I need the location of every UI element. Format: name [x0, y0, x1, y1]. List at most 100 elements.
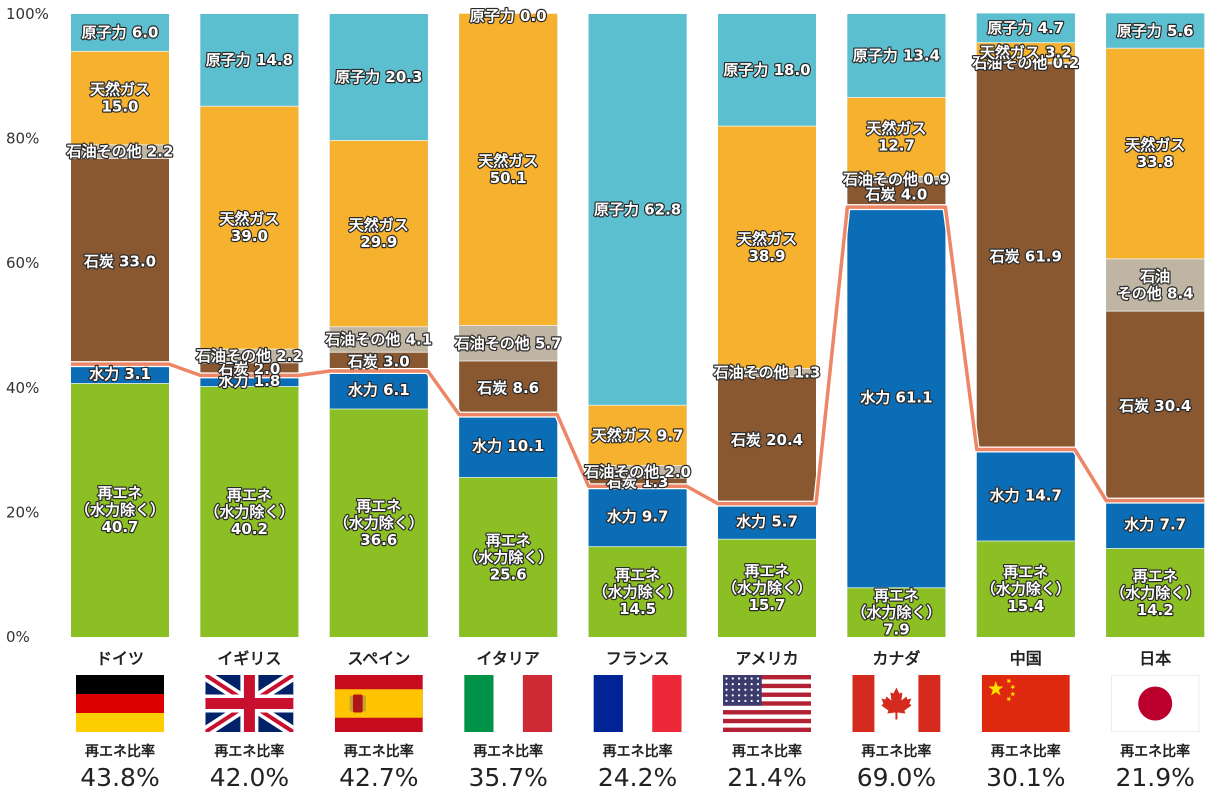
bar-segment-oil	[329, 326, 428, 353]
bar-segment-hydro	[71, 364, 169, 384]
data-label-gas: 天然ガス 50.1	[478, 152, 538, 187]
bars	[71, 12, 1205, 637]
ratio-value: 42.7%	[339, 763, 418, 792]
bar-segment-gas	[847, 97, 946, 177]
bar-segment-hydro	[976, 449, 1075, 542]
data-label-hydro: 水力 10.1	[472, 437, 544, 455]
data-label-gas: 天然ガス 29.9	[349, 216, 409, 251]
ratio-value: 69.0%	[857, 763, 936, 792]
country-name: アメリカ	[735, 649, 798, 668]
country-name: イギリス	[217, 649, 281, 668]
bar-segment-renewable	[847, 587, 946, 637]
data-label-gas: 天然ガス 15.0	[90, 81, 150, 116]
country-name: スペイン	[347, 649, 410, 668]
ratio-value: 21.9%	[1115, 763, 1194, 792]
italy-flag-icon	[464, 675, 553, 732]
bar-segment-nuclear	[976, 13, 1075, 43]
germany-flag-icon	[76, 675, 164, 732]
spain-flag-icon	[334, 675, 423, 732]
bar-segment-renewable	[1106, 548, 1205, 637]
data-label-renewable: 再エネ（水力除く） 25.6	[463, 531, 553, 583]
country-name: ドイツ	[96, 649, 144, 668]
data-label-oil: 石油その他 4.1	[324, 331, 432, 349]
ratio-label: 再エネ比率	[214, 743, 284, 760]
bar-segment-oil	[588, 465, 687, 479]
country-name: 日本	[1139, 649, 1171, 668]
data-label-hydro: 水力 7.7	[1124, 516, 1186, 534]
bar-segment-coal	[976, 63, 1075, 450]
bar-segment-gas	[200, 106, 299, 350]
ratio-value: 35.7%	[468, 763, 547, 792]
data-label-gas: 天然ガス 38.9	[737, 230, 797, 265]
bar-segment-renewable	[71, 383, 169, 637]
bar-segment-hydro	[718, 503, 816, 540]
data-label-nuclear: 原子力 13.4	[853, 47, 940, 65]
bar-segment-nuclear	[718, 14, 816, 127]
ratio-label: 再エネ比率	[344, 743, 414, 760]
bar-segment-coal	[71, 158, 169, 365]
data-label-renewable: 再エネ（水力除く） 40.2	[204, 486, 294, 538]
bar-segment-renewable	[459, 477, 558, 637]
data-label-renewable: 再エネ（水力除く） 40.7	[75, 484, 165, 536]
bar-segment-oil	[200, 349, 299, 363]
ratio-value: 43.8%	[80, 763, 159, 792]
data-label-coal: 石炭 61.9	[989, 248, 1062, 266]
y-axis: 0% 20% 40% 60% 80% 100%	[6, 5, 49, 646]
data-label-nuclear: 原子力 6.0	[82, 24, 159, 42]
ratio-label: 再エネ比率	[991, 743, 1061, 760]
ratio-value: 42.0%	[210, 763, 289, 792]
bar-segment-oil	[976, 62, 1075, 64]
data-label-hydro: 水力 3.1	[89, 365, 151, 383]
ratio-value: 21.4%	[727, 763, 806, 792]
bar-segment-nuclear	[71, 14, 169, 52]
data-label-coal: 石炭 3.0	[347, 353, 410, 371]
bar-segment-coal	[329, 352, 428, 371]
bar-segment-nuclear	[588, 14, 687, 406]
data-label-nuclear: 原子力 62.8	[594, 201, 681, 219]
data-label-nuclear: 原子力 20.3	[335, 68, 422, 86]
data-label-gas: 天然ガス 33.8	[1125, 136, 1185, 171]
data-label-nuclear: 原子力 0.0	[470, 7, 547, 25]
bar-segment-coal	[459, 361, 558, 415]
country-name: イタリア	[477, 649, 540, 668]
country-name: 中国	[1010, 649, 1042, 668]
bar-segment-hydro	[459, 414, 558, 478]
bar-segment-oil	[71, 144, 169, 159]
y-tick-label: 80%	[6, 130, 39, 148]
data-label-oil: 石油その他 5.7	[454, 334, 562, 352]
data-label-renewable: 再エネ（水力除く） 15.7	[722, 562, 812, 614]
segment-labels: 再エネ（水力除く） 40.7 水力 3.1 石炭 33.0 石油その他 2.2 天然ガス 1…	[64, 6, 1201, 640]
y-tick-label: 100%	[6, 5, 49, 23]
bar-segment-coal	[588, 478, 687, 487]
data-label-coal: 石炭 2.0	[218, 360, 281, 378]
data-label-gas: 天然ガス 9.7	[592, 426, 684, 444]
ratio-label: 再エネ比率	[732, 743, 802, 760]
renewable-ratio-line-layer	[71, 204, 1205, 507]
bar-segment-coal	[718, 376, 816, 504]
data-label-hydro: 水力 6.1	[348, 381, 410, 399]
data-label-renewable: 再エネ（水力除く） 36.6	[334, 497, 424, 549]
bar-segment-renewable	[200, 386, 299, 637]
bar-segment-renewable	[976, 541, 1075, 637]
data-label-renewable: 再エネ（水力除く） 14.5	[593, 566, 683, 618]
data-label-renewable: 再エネ（水力除く） 7.9	[851, 586, 941, 638]
data-label-oil: 石油その他 2.0	[583, 463, 691, 481]
bar-segment-coal	[200, 362, 299, 376]
bar-segment-nuclear	[847, 14, 946, 98]
data-label-oil: 石油その他 1.3	[713, 364, 821, 382]
bar-segment-oil	[718, 368, 816, 377]
data-label-coal: 石炭 30.4	[1118, 397, 1191, 415]
bar-segment-nuclear	[200, 14, 299, 107]
uk-flag-icon	[205, 675, 294, 732]
ratio-label: 再エネ比率	[1120, 743, 1190, 760]
japan-flag-icon	[1111, 675, 1200, 732]
bar-segment-gas	[718, 126, 816, 369]
bar-segment-gas	[329, 140, 428, 327]
bar-segment-renewable	[718, 539, 816, 637]
bar-segment-gas	[1106, 48, 1205, 259]
canada-flag-icon	[852, 675, 941, 732]
france-flag-icon	[593, 675, 682, 732]
data-label-gas: 天然ガス 12.7	[866, 120, 926, 155]
